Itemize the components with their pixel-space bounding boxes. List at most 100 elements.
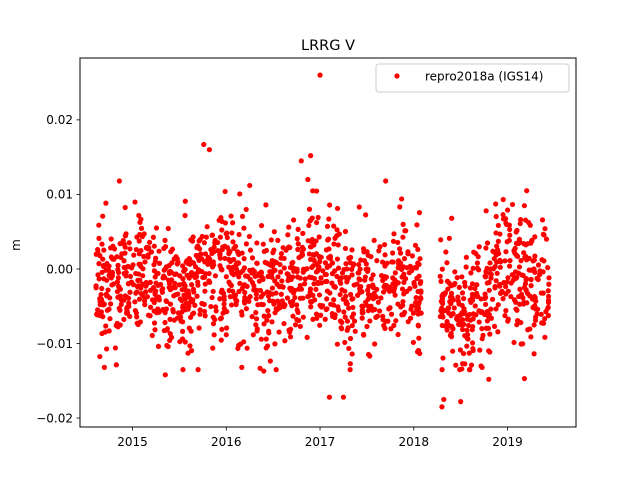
data-point (349, 266, 355, 272)
data-point (109, 255, 115, 261)
data-point (346, 305, 352, 311)
data-point (463, 264, 469, 270)
data-point (164, 326, 171, 332)
data-point (374, 258, 380, 264)
data-point (209, 294, 215, 301)
data-point (305, 294, 311, 300)
data-point (190, 234, 196, 240)
data-point (364, 323, 370, 330)
data-point (506, 237, 512, 244)
data-point (472, 303, 478, 309)
data-point (313, 286, 319, 292)
data-point (261, 321, 267, 327)
data-point (96, 222, 102, 228)
data-point (221, 305, 227, 312)
data-point (350, 311, 357, 317)
data-point (470, 323, 476, 330)
data-point (206, 270, 212, 277)
data-point (415, 246, 421, 253)
data-point (268, 263, 274, 269)
data-point (109, 269, 116, 276)
data-point (167, 316, 173, 322)
data-point (211, 244, 217, 250)
data-point (347, 335, 354, 342)
data-point (217, 251, 223, 257)
data-point (451, 282, 457, 288)
data-point (95, 246, 101, 253)
data-point (521, 203, 528, 209)
data-point (395, 280, 401, 286)
data-point (261, 313, 267, 319)
data-point (287, 264, 294, 271)
data-point (128, 279, 135, 285)
data-point (253, 291, 259, 297)
data-point (118, 301, 124, 308)
data-point (454, 275, 460, 281)
data-point (187, 261, 193, 267)
data-point (302, 281, 308, 287)
data-point (375, 299, 381, 305)
data-point (147, 239, 153, 245)
data-point (278, 291, 284, 297)
data-point (268, 237, 274, 243)
data-point (382, 325, 388, 331)
data-point (156, 260, 163, 266)
data-point (465, 322, 472, 329)
data-point (531, 266, 537, 272)
data-point (277, 261, 283, 268)
legend-marker (394, 73, 400, 79)
data-point (279, 278, 285, 284)
x-tick-label: 2017 (305, 435, 336, 449)
data-point (512, 250, 518, 256)
data-point (543, 236, 550, 242)
data-point (187, 272, 193, 278)
data-point (142, 302, 148, 308)
data-point (95, 307, 101, 313)
data-point (324, 296, 330, 302)
data-point (93, 285, 99, 291)
data-point (386, 306, 392, 312)
data-point (198, 251, 204, 257)
data-point (412, 242, 419, 248)
data-point (510, 277, 516, 283)
data-point (284, 295, 291, 301)
data-point (327, 202, 333, 208)
data-point (317, 302, 323, 308)
data-point (234, 249, 241, 255)
outlier-point (308, 153, 314, 159)
data-point (465, 332, 471, 338)
data-point (201, 308, 208, 315)
data-point (116, 305, 122, 311)
data-point (204, 224, 210, 230)
data-point (514, 307, 520, 313)
data-point (470, 311, 477, 317)
data-point (258, 269, 264, 276)
data-point (224, 230, 230, 236)
data-point (326, 216, 332, 222)
data-point (287, 299, 293, 305)
outlier-point (340, 394, 347, 400)
data-point (344, 301, 350, 307)
data-point (516, 264, 523, 270)
data-point (494, 270, 500, 276)
data-point (476, 319, 482, 325)
data-point (206, 278, 212, 284)
data-point (313, 311, 320, 317)
data-point (466, 350, 472, 356)
data-point (502, 312, 508, 319)
data-point (446, 310, 452, 316)
data-point (327, 253, 333, 259)
data-point (260, 241, 266, 247)
data-point (174, 315, 181, 321)
data-point (182, 198, 188, 204)
data-point (99, 241, 105, 247)
data-point (286, 224, 292, 230)
data-point (476, 244, 482, 250)
data-point (525, 327, 531, 333)
data-point (192, 302, 198, 308)
data-point (506, 222, 512, 228)
data-point (519, 272, 525, 278)
data-point (254, 326, 260, 332)
data-point (337, 276, 343, 283)
